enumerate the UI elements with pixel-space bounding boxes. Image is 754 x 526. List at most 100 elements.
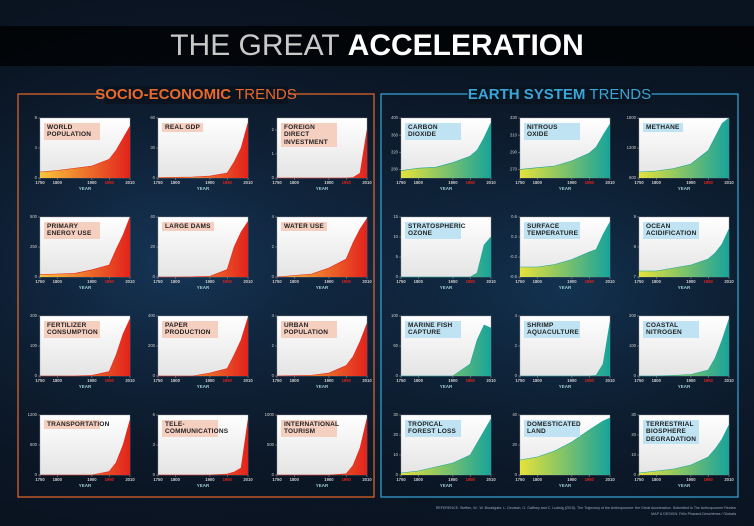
x-axis-label: YEAR (316, 285, 329, 290)
x-axis-label: YEAR (678, 483, 691, 488)
y-tick-label: -0.6 (510, 274, 518, 279)
x-axis-label: YEAR (79, 483, 92, 488)
area (158, 317, 248, 376)
x-tick-label: 1800 (414, 378, 424, 383)
y-tick-label: 8 (634, 244, 637, 249)
credit: MAP & DESIGN: Félix Pharand-Deschênes / … (651, 512, 736, 516)
x-tick-label: 1900 (448, 378, 458, 383)
area-edge (157, 122, 249, 178)
x-tick-label: 1800 (290, 477, 300, 482)
x-tick-label: 1950 (223, 180, 233, 185)
x-tick-label: 2010 (243, 180, 253, 185)
area (277, 218, 367, 277)
y-tick-label: 1200 (627, 145, 637, 150)
y-tick-label: 310 (510, 132, 518, 137)
x-tick-label: 2010 (125, 279, 135, 284)
y-tick-label: 20 (150, 244, 155, 249)
x-tick-label: 1800 (652, 378, 662, 383)
area (401, 419, 491, 475)
y-tick-label: 0 (35, 274, 38, 279)
chart-title: SHRIMP AQUACULTURE (524, 321, 580, 338)
x-tick-label: 1750 (396, 180, 406, 185)
y-tick-label: 100 (30, 343, 38, 348)
x-tick-label: 1750 (272, 180, 282, 185)
y-tick-label: 320 (391, 149, 399, 154)
area-edge (158, 221, 249, 278)
x-tick-label: 1950 (585, 180, 595, 185)
chart-title: REAL GDP (162, 123, 204, 133)
x-tick-label: 1900 (448, 279, 458, 284)
x-tick-label: 1950 (105, 378, 115, 383)
chart-title: FOREIGN DIRECT INVESTMENT (281, 123, 337, 148)
x-tick-label: 1900 (567, 279, 577, 284)
area-edge (401, 324, 492, 377)
y-tick-label: 0 (396, 373, 399, 378)
y-tick-label: 50 (393, 343, 398, 348)
x-tick-label: 1900 (205, 180, 215, 185)
y-tick-label: -0.2 (510, 254, 518, 259)
x-tick-label: 1900 (567, 378, 577, 383)
y-tick-label: 4 (515, 313, 518, 318)
chart-title: STRATOSPHERIC OZONE (405, 222, 465, 239)
y-tick-label: 30 (393, 412, 398, 417)
x-tick-label: 1750 (153, 180, 163, 185)
y-tick-label: 330 (510, 115, 518, 120)
x-tick-label: 1900 (686, 477, 696, 482)
area (401, 122, 491, 178)
y-tick-label: 1200 (28, 412, 38, 417)
chart-title: DOMESTICATED LAND (524, 420, 581, 437)
area-edge (520, 321, 611, 377)
y-tick-label: 100 (629, 343, 637, 348)
area-edge (158, 317, 249, 377)
x-axis-label: YEAR (559, 285, 572, 290)
y-tick-label: 100 (391, 313, 399, 318)
x-tick-label: 1800 (414, 279, 424, 284)
area (520, 418, 610, 475)
section-heading-bold: SOCIO-ECONOMIC (95, 86, 231, 103)
x-tick-label: 2010 (486, 279, 496, 284)
x-axis-label: YEAR (197, 384, 210, 389)
x-tick-label: 1750 (396, 477, 406, 482)
y-tick-label: 20 (512, 442, 517, 447)
x-tick-label: 2010 (125, 378, 135, 383)
area-edge (638, 117, 730, 173)
x-tick-label: 1800 (533, 378, 543, 383)
x-tick-label: 1950 (704, 279, 714, 284)
x-tick-label: 1800 (171, 378, 181, 383)
y-tick-label: 7 (634, 274, 637, 279)
x-tick-label: 2010 (362, 180, 372, 185)
x-tick-label: 1800 (533, 279, 543, 284)
y-tick-label: 600 (629, 175, 637, 180)
x-tick-label: 2010 (362, 378, 372, 383)
x-tick-label: 1900 (448, 477, 458, 482)
x-tick-label: 1900 (205, 378, 215, 383)
x-tick-label: 1950 (585, 378, 595, 383)
x-tick-label: 2010 (605, 180, 615, 185)
chart-title: TRANSPORTATION (44, 420, 109, 430)
x-tick-label: 1750 (35, 279, 45, 284)
area-edge (400, 418, 492, 474)
y-tick-label: 0 (153, 472, 156, 477)
area (401, 237, 491, 277)
y-tick-label: 0 (515, 373, 518, 378)
x-axis-label: YEAR (440, 483, 453, 488)
area (639, 118, 729, 178)
x-tick-label: 2010 (362, 279, 372, 284)
x-axis-label: YEAR (316, 483, 329, 488)
y-tick-label: 10 (393, 234, 398, 239)
title-bold: ACCELERATION (348, 29, 584, 62)
x-tick-label: 1800 (652, 279, 662, 284)
chart-title: WATER USE (281, 222, 327, 232)
y-tick-label: 0 (272, 472, 275, 477)
y-tick-label: 0 (272, 175, 275, 180)
area-edge (519, 123, 611, 170)
x-tick-label: 1950 (223, 378, 233, 383)
chart-title: COASTAL NITROGEN (643, 321, 699, 338)
chart-title: CARBON DIOXIDE (405, 123, 461, 140)
x-tick-label: 1950 (223, 477, 233, 482)
y-tick-label: 0 (396, 472, 399, 477)
x-tick-label: 1750 (515, 477, 525, 482)
area-edge (520, 221, 611, 268)
y-tick-label: 0 (153, 373, 156, 378)
